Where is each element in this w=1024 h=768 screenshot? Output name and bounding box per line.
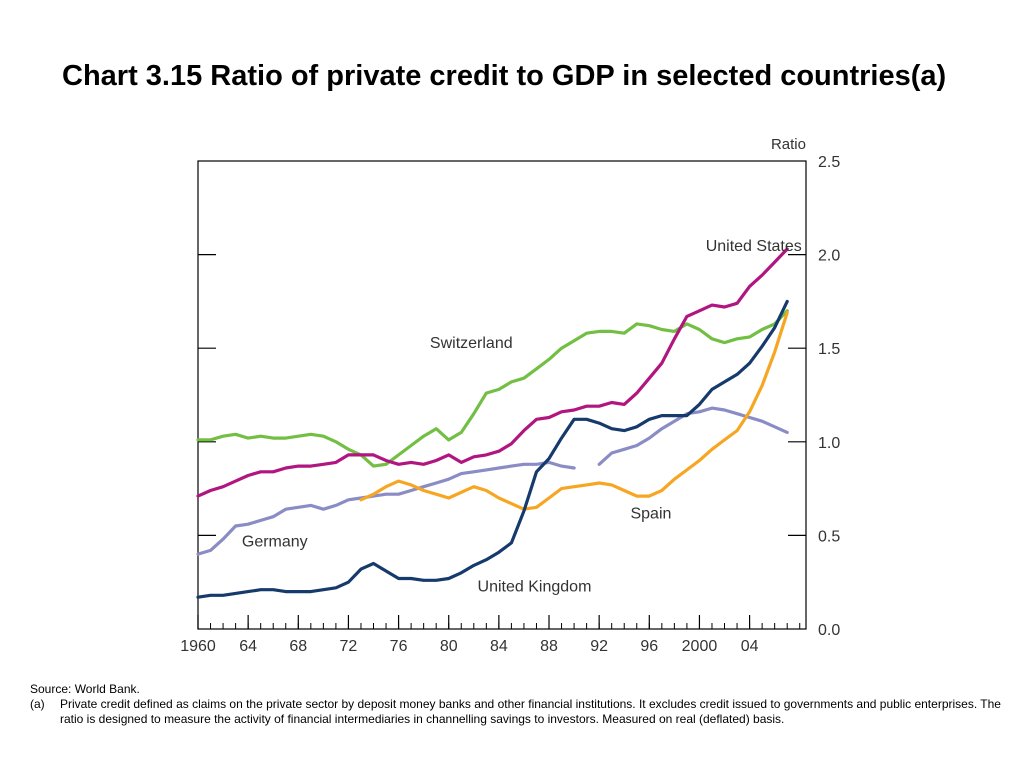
y-tick-label: 2.5 [818, 154, 840, 171]
x-axis: 1960 64 68 72 76 80 84 88 92 96 2000 04 [180, 615, 801, 655]
x-tick-label: 68 [289, 638, 307, 655]
y-axis-label: Ratio [771, 136, 806, 153]
united-states-line [196, 247, 789, 498]
germany-label: Germany [242, 534, 308, 551]
footnote-key: (a) [30, 697, 45, 711]
footnote-a: (a) Private credit defined as claims on … [30, 697, 1010, 727]
series-labels: Switzerland United States Germany Spain Unit… [242, 238, 802, 596]
x-tick-label: 72 [340, 638, 358, 655]
y-tick-label: 0.5 [818, 528, 840, 545]
x-tick-label: 92 [590, 638, 608, 655]
spain-line [359, 311, 789, 511]
footnote-text: Private credit defined as claims on the … [60, 697, 1001, 726]
chart-title: Chart 3.15 Ratio of private credit to GD… [62, 60, 947, 92]
footnotes: Source: World Bank. (a) Private credit d… [30, 682, 1010, 727]
x-tick-label: 88 [540, 638, 558, 655]
switzerland-line [196, 309, 789, 468]
x-tick-label: 80 [440, 638, 458, 655]
source-note: Source: World Bank. [30, 682, 140, 696]
y-tick-label: 1.5 [818, 341, 840, 358]
y-tick-label: 2.0 [818, 248, 840, 265]
plot-frame [197, 160, 807, 630]
united-states-label: United States [706, 238, 802, 255]
y-tick-label: 0.0 [818, 622, 840, 639]
x-tick-label: 64 [239, 638, 257, 655]
germany-line [196, 406, 789, 556]
x-tick-label: 96 [640, 638, 658, 655]
united-kingdom-label: United Kingdom [478, 579, 592, 596]
y-tick-label: 1.0 [818, 435, 840, 452]
x-tick-label: 2000 [682, 638, 718, 655]
x-tick-label: 84 [490, 638, 508, 655]
y-axis: 0.0 0.5 1.0 1.5 2.0 2.5 [198, 154, 840, 639]
x-tick-label: 76 [390, 638, 408, 655]
x-tick-label: 1960 [180, 638, 216, 655]
spain-label: Spain [630, 506, 671, 523]
united-kingdom-line [196, 299, 789, 599]
x-tick-label: 04 [741, 638, 759, 655]
switzerland-label: Switzerland [430, 335, 513, 352]
series-lines [196, 247, 789, 599]
